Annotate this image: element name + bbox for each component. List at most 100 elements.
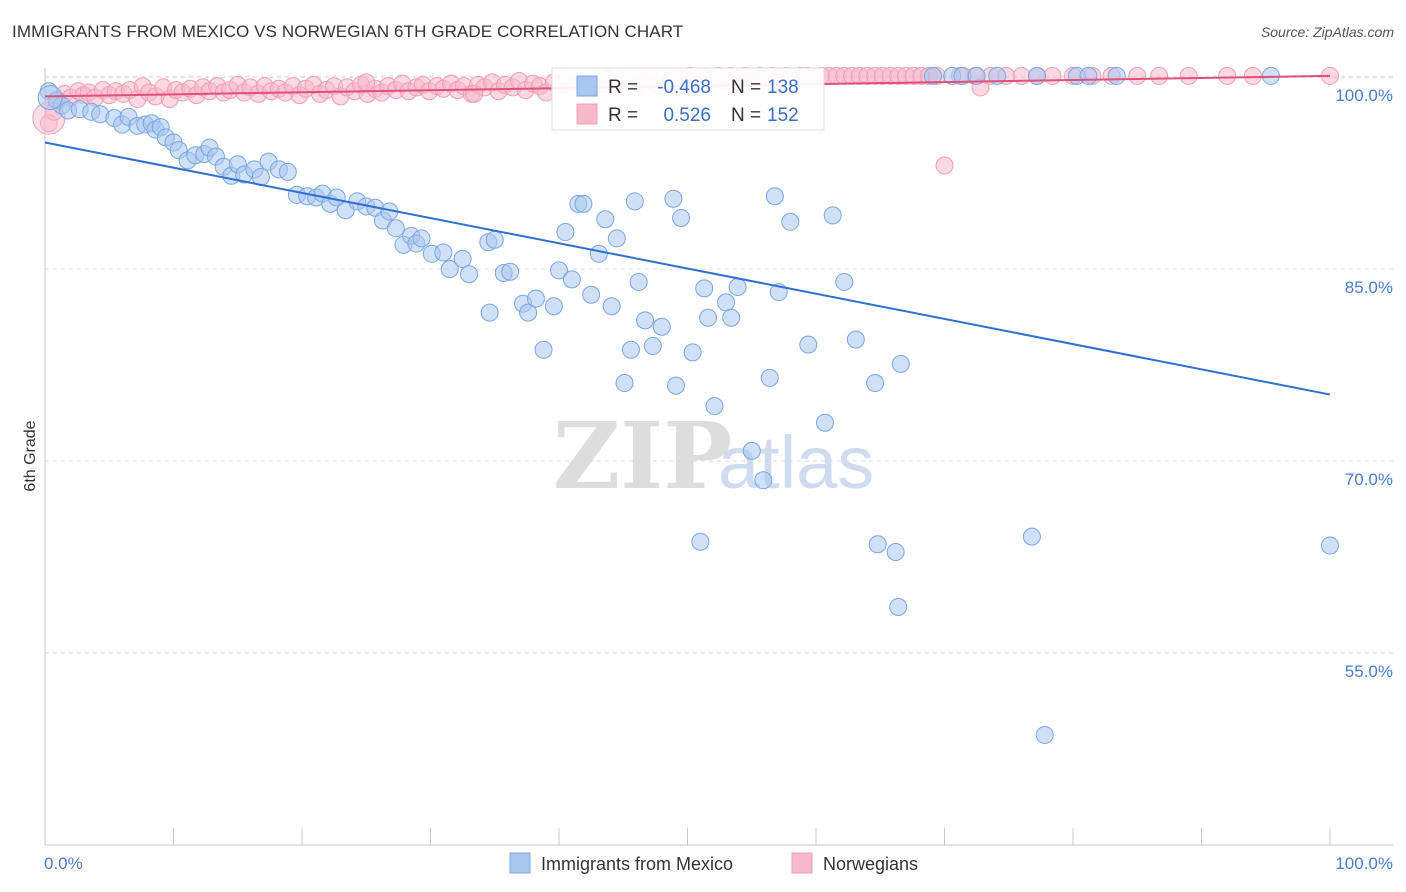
mexico-point — [672, 208, 691, 227]
legend-swatch-norwegians — [791, 852, 813, 874]
source-credit: Source: ZipAtlas.com — [1260, 24, 1394, 40]
mexico-point — [501, 262, 520, 281]
mexico-point — [823, 206, 842, 225]
grid-layer — [45, 75, 1393, 654]
y-tick-label: 70.0% — [1345, 470, 1393, 489]
mexico-point — [519, 303, 538, 322]
mexico-point — [621, 340, 640, 359]
bottom-legend: Immigrants from Mexico Norwegians — [509, 852, 918, 874]
mexico-point — [923, 66, 942, 85]
stats-r-value-pink: 0.526 — [663, 105, 711, 126]
mexico-point — [534, 340, 553, 359]
y-tick-label: 100.0% — [1335, 86, 1393, 105]
mexico-point — [891, 354, 910, 373]
mexico-point — [434, 243, 453, 262]
chart-title: IMMIGRANTS FROM MEXICO VS NORWEGIAN 6TH … — [12, 22, 684, 41]
legend-label-norwegians: Norwegians — [823, 854, 918, 874]
mexico-point — [666, 376, 685, 395]
axis-layer: 100.0% 85.0% 70.0% 55.0% — [44, 68, 1393, 846]
y-axis-title: 6th Grade — [22, 420, 39, 491]
mexico-point — [728, 278, 747, 297]
norwegians-point — [1179, 66, 1198, 85]
mexico-point — [460, 265, 479, 284]
mexico-point — [607, 229, 626, 248]
mexico-point — [589, 244, 608, 263]
mexico-point — [544, 297, 563, 316]
mexico-point — [868, 535, 887, 554]
mexico-point — [562, 270, 581, 289]
mexico-point — [582, 285, 601, 304]
y-tick-label: 85.0% — [1345, 278, 1393, 297]
mexico-point — [866, 374, 885, 393]
mexico-point — [705, 397, 724, 416]
legend-swatch-mexico — [509, 852, 531, 874]
x-tick-label-min: 0.0% — [44, 854, 83, 873]
mexico-point — [37, 85, 63, 111]
mexico-point — [781, 212, 800, 231]
mexico-point — [699, 308, 718, 327]
norwegians-point — [935, 156, 954, 175]
mexico-point — [278, 162, 297, 181]
mexico-point — [386, 219, 405, 238]
mexico-point — [1321, 536, 1339, 555]
mexico-point — [889, 597, 908, 616]
mexico-point — [615, 374, 634, 393]
mexico-point — [596, 210, 615, 229]
y-tick-label: 55.0% — [1345, 662, 1393, 681]
mexico-point — [550, 261, 568, 280]
mexico-point — [835, 272, 854, 291]
mexico-point — [574, 194, 593, 213]
mexico-point — [1035, 725, 1054, 744]
stats-box: R = -0.468 N = 138 R = 0.526 N = 152 — [551, 67, 825, 131]
norwegians-point — [1128, 66, 1147, 85]
mexico-point — [760, 368, 779, 387]
mexico-point — [886, 542, 905, 561]
norwegians-point — [1243, 66, 1262, 85]
legend-label-mexico: Immigrants from Mexico — [541, 854, 733, 874]
mexico-point — [967, 66, 986, 85]
mexico-point — [485, 230, 504, 249]
stats-r-label-blue: R = — [608, 77, 638, 98]
mexico-point — [440, 260, 459, 279]
mexico-trendline — [44, 141, 1331, 396]
mexico-point — [722, 308, 741, 327]
mexico-point — [754, 471, 773, 490]
mexico-point — [602, 297, 621, 316]
norwegians-point — [1150, 66, 1169, 85]
mexico-point — [846, 330, 865, 349]
mexico-point — [1079, 66, 1098, 85]
mexico-point — [683, 343, 702, 362]
mexico-point — [643, 336, 662, 355]
stats-r-value-blue: -0.468 — [657, 77, 711, 98]
norwegians-point — [1218, 66, 1237, 85]
mexico-point — [625, 192, 644, 211]
stats-n-value-blue: 138 — [767, 77, 799, 98]
mexico-point — [652, 317, 671, 336]
mexico-point — [1022, 527, 1041, 546]
mexico-point — [664, 189, 683, 208]
mexico-point — [453, 249, 472, 268]
stats-swatch-pink — [576, 103, 598, 125]
mexico-point — [556, 223, 575, 242]
mexico-point — [717, 293, 736, 312]
norwegians-point — [465, 84, 484, 103]
mexico-points — [37, 66, 1339, 744]
mexico-point — [636, 311, 655, 330]
stats-r-label-pink: R = — [608, 105, 638, 126]
stats-n-label-pink: N = — [731, 105, 761, 126]
mexico-point — [815, 413, 834, 432]
x-tick-label-max: 100.0% — [1335, 854, 1393, 873]
mexico-point — [412, 229, 431, 248]
stats-n-label-blue: N = — [731, 77, 761, 98]
mexico-point — [1028, 66, 1047, 85]
mexico-point — [480, 303, 499, 322]
mexico-point — [695, 279, 714, 298]
mexico-point — [691, 532, 710, 551]
mexico-point — [1107, 66, 1126, 85]
norwegians-point — [357, 73, 376, 92]
mexico-point — [526, 289, 545, 308]
watermark-atlas: atlas — [718, 421, 874, 504]
mexico-point — [799, 335, 818, 354]
norwegians-point — [1043, 66, 1062, 85]
